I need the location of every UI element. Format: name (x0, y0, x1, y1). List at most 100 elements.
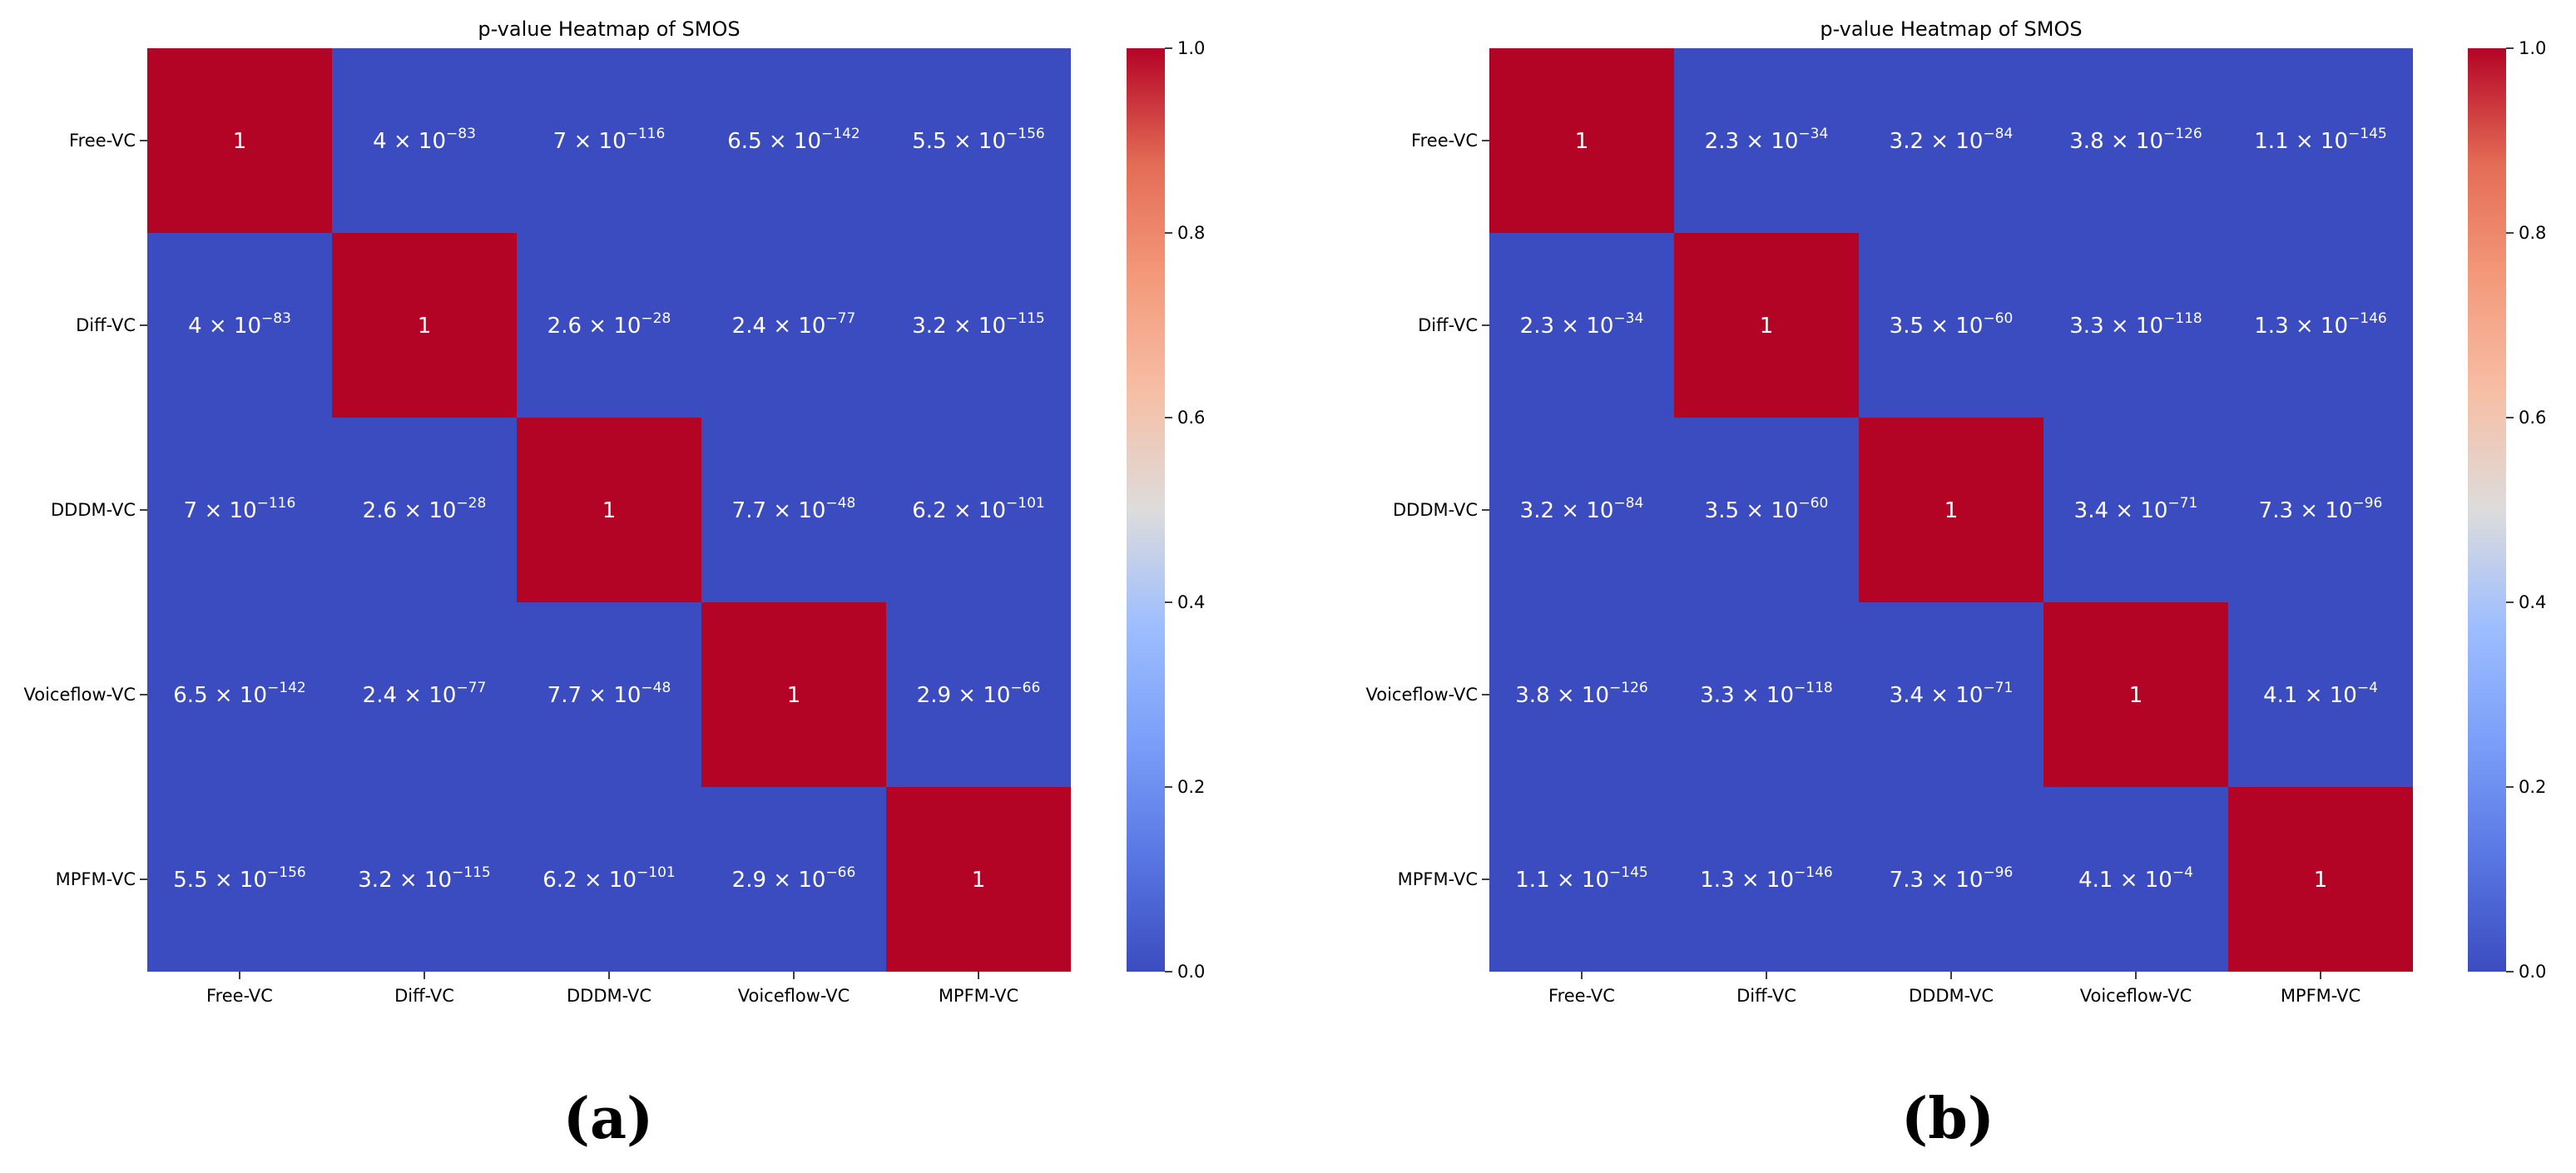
heatmap-cell (701, 787, 886, 972)
cell-annotation: 7.3 × 10−96 (2259, 495, 2383, 523)
colorbar (2468, 48, 2506, 972)
cell-annotation: 1 (1760, 314, 1774, 339)
colorbar-tick-label: 0.8 (1177, 223, 1205, 243)
x-tick-label: Diff-VC (394, 986, 454, 1006)
heatmap-cell (2228, 418, 2413, 602)
heatmap-cell (701, 418, 886, 602)
cell-annotation: 3.4 × 10−71 (1890, 680, 2014, 708)
heatmap-cell (147, 48, 332, 233)
x-tick-label: DDDM-VC (567, 986, 651, 1006)
cell-annotation: 1 (1944, 498, 1959, 523)
heatmap-cell (1859, 48, 2043, 233)
colorbar-tick-label: 0.2 (2519, 777, 2546, 797)
heatmap-cell (886, 418, 1071, 602)
heatmap-cell (1489, 787, 1674, 972)
x-tick-label: Free-VC (206, 986, 273, 1006)
y-tick-label: Voiceflow-VC (1365, 685, 1478, 705)
heatmap-panel-a: p-value Heatmap of SMOS 1 4 × 10−83 7 × 10−… (23, 17, 1205, 1152)
cell-annotation: 1 (418, 314, 432, 339)
x-tick-label: MPFM-VC (939, 986, 1018, 1006)
heatmap-cell (2228, 602, 2413, 787)
cell-annotation: 3.3 × 10−118 (1700, 680, 1832, 708)
cell-annotation: 6.5 × 10−142 (727, 126, 859, 154)
cell-annotation: 6.5 × 10−142 (173, 680, 305, 708)
cell-annotation: 1.1 × 10−145 (2254, 126, 2386, 154)
heatmap-cell (886, 787, 1071, 972)
cell-annotation: 4.1 × 10−4 (2078, 864, 2193, 893)
colorbar-tick-label: 0.0 (2519, 962, 2546, 982)
cell-annotation: 3.2 × 10−84 (1890, 126, 2014, 154)
heatmap-cell (2043, 418, 2228, 602)
cell-annotation: 7 × 10−116 (184, 495, 296, 523)
heatmap-cell (1859, 787, 2043, 972)
cell-annotation: 3.2 × 10−115 (358, 864, 490, 893)
y-tick-label: Free-VC (1411, 131, 1478, 151)
heatmap-cell (1489, 418, 1674, 602)
chart-title: p-value Heatmap of SMOS (1820, 17, 2082, 41)
cell-annotation: 1 (233, 129, 247, 154)
heatmap-cell (2228, 233, 2413, 418)
y-tick-label: MPFM-VC (56, 869, 136, 889)
colorbar-tick-label: 0.4 (1177, 592, 1205, 612)
colorbar (1127, 48, 1165, 972)
cell-annotation: 5.5 × 10−156 (912, 126, 1044, 154)
heatmap-cell (2043, 233, 2228, 418)
x-tick-label: DDDM-VC (1909, 986, 1994, 1006)
cell-annotation: 5.5 × 10−156 (173, 864, 305, 893)
colorbar-tick-label: 0.6 (1177, 408, 1205, 428)
x-tick-label: MPFM-VC (2281, 986, 2361, 1006)
heatmap-cell (332, 48, 517, 233)
cell-annotation: 7.3 × 10−96 (1890, 864, 2014, 893)
heatmap-cell (517, 418, 701, 602)
heatmap-cell (1674, 233, 1859, 418)
heatmap-cell (1674, 418, 1859, 602)
cell-annotation: 2.9 × 10−66 (917, 680, 1041, 708)
heatmap-cell (2228, 787, 2413, 972)
heatmap-cell (1859, 418, 2043, 602)
heatmap-cell (517, 602, 701, 787)
colorbar-tick-label: 0.8 (2519, 223, 2546, 243)
cell-annotation: 3.2 × 10−115 (912, 310, 1044, 339)
y-tick-label: Diff-VC (76, 315, 136, 335)
heatmap-cell (1674, 787, 1859, 972)
cell-annotation: 1.3 × 10−146 (1700, 864, 1832, 893)
heatmap-cell (1674, 48, 1859, 233)
heatmap-cell (147, 233, 332, 418)
heatmap-cell (1489, 48, 1674, 233)
heatmap-cell (332, 787, 517, 972)
cell-annotation: 1 (1575, 129, 1589, 154)
heatmap-cell (701, 602, 886, 787)
cell-annotation: 6.2 × 10−101 (912, 495, 1044, 523)
cell-annotation: 1 (2314, 868, 2328, 893)
heatmap-cell (1489, 233, 1674, 418)
heatmap-cell (701, 48, 886, 233)
cell-annotation: 3.5 × 10−60 (1705, 495, 1829, 523)
cell-annotation: 3.8 × 10−126 (1515, 680, 1647, 708)
cell-annotation: 1 (972, 868, 986, 893)
y-tick-label: DDDM-VC (1393, 500, 1478, 520)
heatmap-cell (886, 48, 1071, 233)
heatmap-cell (332, 233, 517, 418)
cell-annotation: 7 × 10−116 (553, 126, 666, 154)
heatmap-cell (1489, 602, 1674, 787)
x-tick-label: Diff-VC (1736, 986, 1796, 1006)
colorbar-tick-label: 0.0 (1177, 962, 1205, 982)
cell-annotation: 6.2 × 10−101 (542, 864, 675, 893)
y-tick-label: Voiceflow-VC (23, 685, 136, 705)
cell-annotation: 1.3 × 10−146 (2254, 310, 2386, 339)
cell-annotation: 4.1 × 10−4 (2263, 680, 2378, 708)
cell-annotation: 7.7 × 10−48 (547, 680, 671, 708)
colorbar-tick-label: 0.6 (2519, 408, 2546, 428)
cell-annotation: 1 (2129, 683, 2143, 708)
colorbar-tick-label: 1.0 (1177, 38, 1205, 58)
panel-label: (b) (1901, 1086, 1994, 1152)
heatmap-cell (147, 602, 332, 787)
heatmap-cell (1859, 602, 2043, 787)
x-tick-label: Voiceflow-VC (738, 986, 850, 1006)
y-tick-label: MPFM-VC (1398, 869, 1478, 889)
cell-annotation: 1 (602, 498, 617, 523)
heatmap-cell (2043, 48, 2228, 233)
cell-annotation: 7.7 × 10−48 (732, 495, 856, 523)
cell-annotation: 3.2 × 10−84 (1520, 495, 1644, 523)
colorbar-tick-label: 0.4 (2519, 592, 2546, 612)
